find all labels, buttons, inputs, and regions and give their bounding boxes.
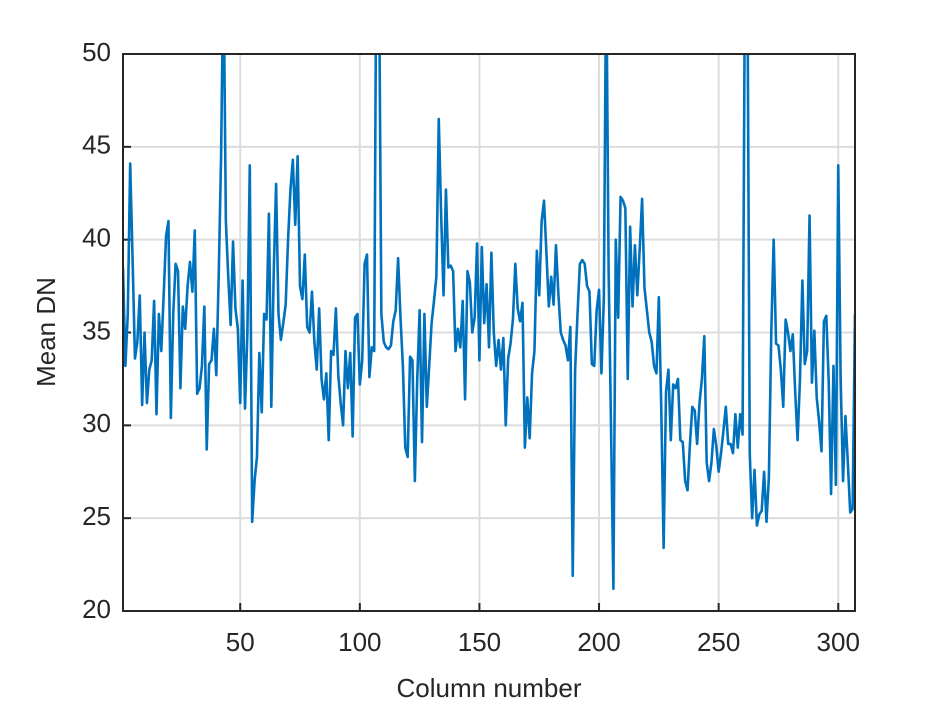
y-tick-label: 30 [82, 408, 111, 438]
y-tick-label: 35 [82, 315, 111, 345]
x-axis-label: Column number [397, 673, 582, 703]
data-line [123, 54, 855, 591]
y-tick-label: 40 [82, 223, 111, 253]
x-tick-label: 50 [226, 627, 255, 657]
y-axis-label: Mean DN [31, 277, 61, 387]
y-tick-label: 50 [82, 37, 111, 67]
x-tick-label: 300 [817, 627, 860, 657]
x-tick-label: 200 [577, 627, 620, 657]
axes-box [122, 53, 856, 612]
y-tick-label: 45 [82, 130, 111, 160]
ticks: 50 100 150 200 250 300 20 25 30 35 40 45 50 [82, 37, 860, 657]
x-tick-label: 250 [697, 627, 740, 657]
x-tick-label: 150 [458, 627, 501, 657]
x-tick-label: 100 [338, 627, 381, 657]
plot-area [123, 54, 855, 591]
y-tick-label: 25 [82, 501, 111, 531]
y-tick-label: 20 [82, 594, 111, 624]
